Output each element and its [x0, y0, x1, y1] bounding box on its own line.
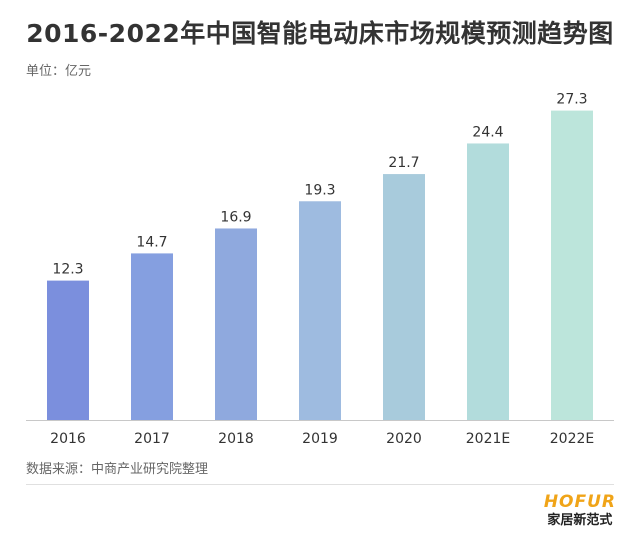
data-label-2016: 12.3 — [52, 262, 83, 278]
x-tick-2021E: 2021E — [466, 431, 510, 447]
bar-2018 — [215, 228, 257, 420]
source-note: 数据来源：中商产业研究院整理 — [26, 462, 209, 477]
chart-title: 2016-2022年中国智能电动床市场规模预测趋势图 — [26, 19, 614, 48]
x-tick-2019: 2019 — [302, 431, 338, 447]
data-label-2021E: 24.4 — [472, 124, 503, 140]
brand-logo-text: HOFUR — [543, 492, 616, 512]
brand-logo: HOFUR 家居新范式 — [544, 492, 616, 530]
bar-2016 — [47, 280, 89, 420]
brand-name: 家居新范式 — [547, 513, 613, 528]
data-label-2022E: 27.3 — [556, 92, 587, 108]
x-tick-2018: 2018 — [218, 431, 254, 447]
x-tick-2022E: 2022E — [550, 431, 594, 447]
data-label-2017: 14.7 — [136, 234, 167, 250]
data-label-2019: 19.3 — [304, 182, 335, 198]
bar-2017 — [131, 253, 173, 420]
x-tick-2017: 2017 — [134, 431, 170, 447]
bar-2021E — [467, 143, 509, 420]
data-label-2018: 16.9 — [220, 209, 251, 225]
x-tick-2016: 2016 — [50, 431, 86, 447]
footer-divider — [26, 484, 614, 485]
data-label-2020: 21.7 — [388, 155, 419, 171]
unit-label: 单位：亿元 — [26, 64, 92, 79]
bar-2022E — [551, 110, 593, 420]
bar-2020 — [383, 174, 425, 420]
x-tick-2020: 2020 — [386, 431, 422, 447]
bar-2019 — [299, 201, 341, 420]
